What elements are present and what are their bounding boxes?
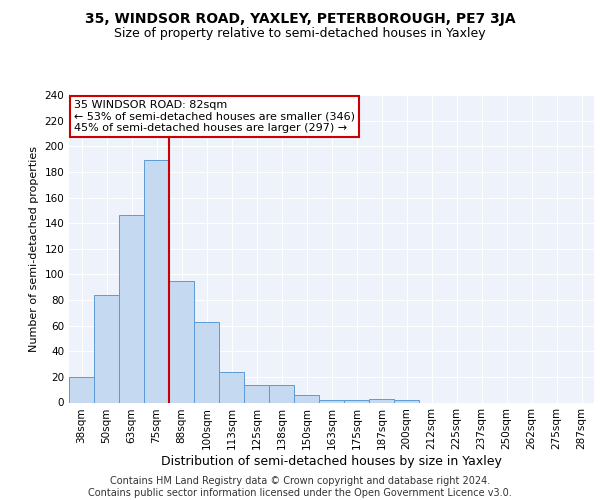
Bar [269, 384, 294, 402]
Bar [119, 216, 144, 402]
Text: Size of property relative to semi-detached houses in Yaxley: Size of property relative to semi-detach… [114, 28, 486, 40]
Bar [344, 400, 369, 402]
Bar [294, 395, 319, 402]
Bar [219, 372, 244, 402]
Bar [69, 377, 94, 402]
Bar [319, 400, 344, 402]
Y-axis label: Number of semi-detached properties: Number of semi-detached properties [29, 146, 39, 352]
Bar [169, 281, 194, 402]
Text: 35 WINDSOR ROAD: 82sqm
← 53% of semi-detached houses are smaller (346)
45% of se: 35 WINDSOR ROAD: 82sqm ← 53% of semi-det… [74, 100, 355, 133]
Text: Contains HM Land Registry data © Crown copyright and database right 2024.
Contai: Contains HM Land Registry data © Crown c… [88, 476, 512, 498]
Text: 35, WINDSOR ROAD, YAXLEY, PETERBOROUGH, PE7 3JA: 35, WINDSOR ROAD, YAXLEY, PETERBOROUGH, … [85, 12, 515, 26]
Bar [194, 322, 219, 402]
Bar [144, 160, 169, 402]
Bar [94, 295, 119, 403]
Bar [369, 398, 394, 402]
Bar [394, 400, 419, 402]
Bar [244, 384, 269, 402]
X-axis label: Distribution of semi-detached houses by size in Yaxley: Distribution of semi-detached houses by … [161, 455, 502, 468]
